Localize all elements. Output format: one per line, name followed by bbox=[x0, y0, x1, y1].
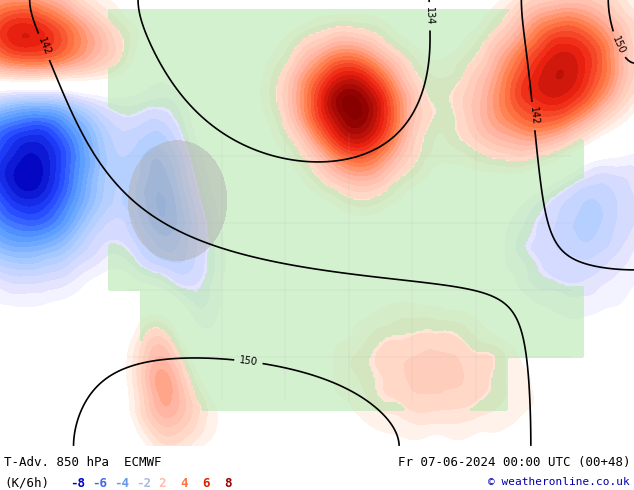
Text: 150: 150 bbox=[238, 355, 258, 368]
Text: 134: 134 bbox=[424, 7, 435, 25]
Text: -2: -2 bbox=[136, 477, 151, 490]
Text: 2: 2 bbox=[158, 477, 165, 490]
Text: 142: 142 bbox=[36, 36, 52, 57]
Text: Fr 07-06-2024 00:00 UTC (00+48): Fr 07-06-2024 00:00 UTC (00+48) bbox=[398, 456, 630, 469]
Text: © weatheronline.co.uk: © weatheronline.co.uk bbox=[488, 477, 630, 487]
Text: -8: -8 bbox=[70, 477, 85, 490]
Text: 6: 6 bbox=[202, 477, 209, 490]
Text: -6: -6 bbox=[92, 477, 107, 490]
Text: -4: -4 bbox=[114, 477, 129, 490]
Text: T-Adv. 850 hPa  ECMWF: T-Adv. 850 hPa ECMWF bbox=[4, 456, 162, 469]
Text: 142: 142 bbox=[527, 106, 540, 126]
Text: 8: 8 bbox=[224, 477, 231, 490]
Text: 4: 4 bbox=[180, 477, 188, 490]
Text: 150: 150 bbox=[610, 34, 626, 55]
Text: (K/6h): (K/6h) bbox=[4, 477, 49, 490]
